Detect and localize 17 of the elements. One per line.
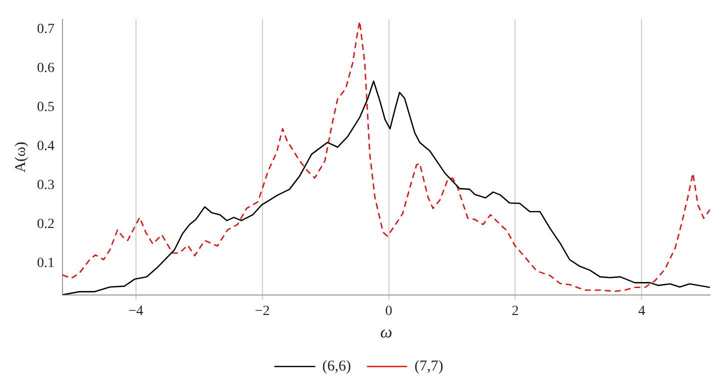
x-tick-label: 2 xyxy=(512,304,519,319)
x-tick-label: −4 xyxy=(128,304,144,319)
x-tick-label: −2 xyxy=(254,304,270,319)
x-tick-label: 0 xyxy=(385,304,392,319)
y-tick-label: 0.2 xyxy=(37,217,54,232)
line-series xyxy=(62,20,710,292)
y-tick-label: 0.1 xyxy=(37,256,54,272)
y-tick-label: 0.3 xyxy=(37,178,54,194)
y-axis-title: A(ω) xyxy=(12,142,29,172)
y-tick-label: 0.7 xyxy=(37,22,54,37)
legend-label: (7,7) xyxy=(414,358,444,374)
x-axis-title: ω xyxy=(380,322,392,342)
y-tick-label: 0.6 xyxy=(37,60,54,76)
y-tick-label: 0.5 xyxy=(37,100,54,115)
legend-label: (6,6) xyxy=(322,358,352,374)
x-tick-label: 4 xyxy=(638,304,646,319)
y-tick-label: 0.4 xyxy=(37,139,54,154)
